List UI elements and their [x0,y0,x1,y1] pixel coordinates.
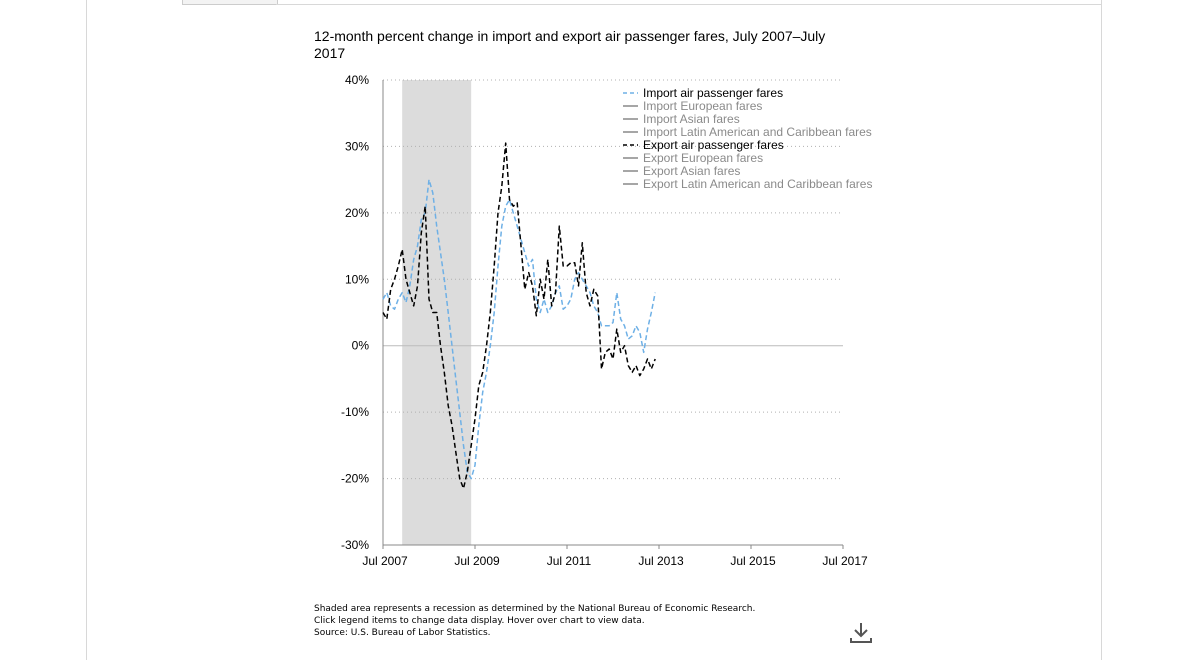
x-tick-label: Jul 2009 [454,554,500,568]
y-tick-label: 40% [345,73,369,87]
legend-item[interactable]: Export Asian fares [623,164,740,178]
chart-title: 12-month percent change in import and ex… [314,28,826,61]
y-tick-label: 10% [345,272,369,286]
chart[interactable]: 40% 30% 20% 10% 0% -10% -20% -30% Jul 2007 Jul 2… [0,0,1192,645]
legend-instructions-note: Click legend items to change data displa… [314,616,645,626]
chart-panel [86,0,1102,660]
source-note: Source: U.S. Bureau of Labor Statistics. [314,628,491,638]
legend-label: Export air passenger fares [643,138,784,152]
legend-label: Export Asian fares [643,164,740,178]
y-tick-label: 20% [345,206,369,220]
y-tick-label: -20% [341,472,369,486]
legend-label: Import Latin American and Caribbean fare… [643,125,872,139]
x-tick-label: Jul 2011 [547,554,592,568]
legend-label: Export Latin American and Caribbean fare… [643,177,872,191]
legend-item[interactable]: Export Latin American and Caribbean fare… [623,177,872,191]
legend-item[interactable]: Export European fares [623,151,763,165]
legend-label: Import European fares [643,99,762,113]
chart-tab[interactable] [182,0,278,5]
y-tick-label: 0% [352,339,370,353]
recession-note: Shaded area represents a recession as de… [314,604,756,614]
panel-top-rule [276,4,1102,5]
x-tick-label: Jul 2007 [362,554,408,568]
legend-item[interactable]: Import Latin American and Caribbean fare… [623,125,872,139]
x-tick-label: Jul 2015 [730,554,776,568]
legend-item[interactable]: Import European fares [623,99,762,113]
legend-label: Import Asian fares [643,112,740,126]
legend-item[interactable]: Import Asian fares [623,112,740,126]
export-air-fares-line[interactable] [382,142,656,490]
legend-label: Import air passenger fares [643,86,783,100]
y-tick-label: -10% [341,405,369,419]
download-icon[interactable] [849,620,873,644]
y-tick-label: 30% [345,139,369,153]
legend-item[interactable]: Export air passenger fares [623,138,784,152]
x-tick-label: Jul 2017 [822,554,868,568]
y-tick-label: -30% [341,538,369,552]
import-air-fares-line[interactable] [382,178,656,480]
chart-notes: Shaded area represents a recession as de… [314,603,834,639]
legend-label: Export European fares [643,151,763,165]
x-tick-label: Jul 2013 [638,554,684,568]
legend-item[interactable]: Import air passenger fares [623,86,783,100]
